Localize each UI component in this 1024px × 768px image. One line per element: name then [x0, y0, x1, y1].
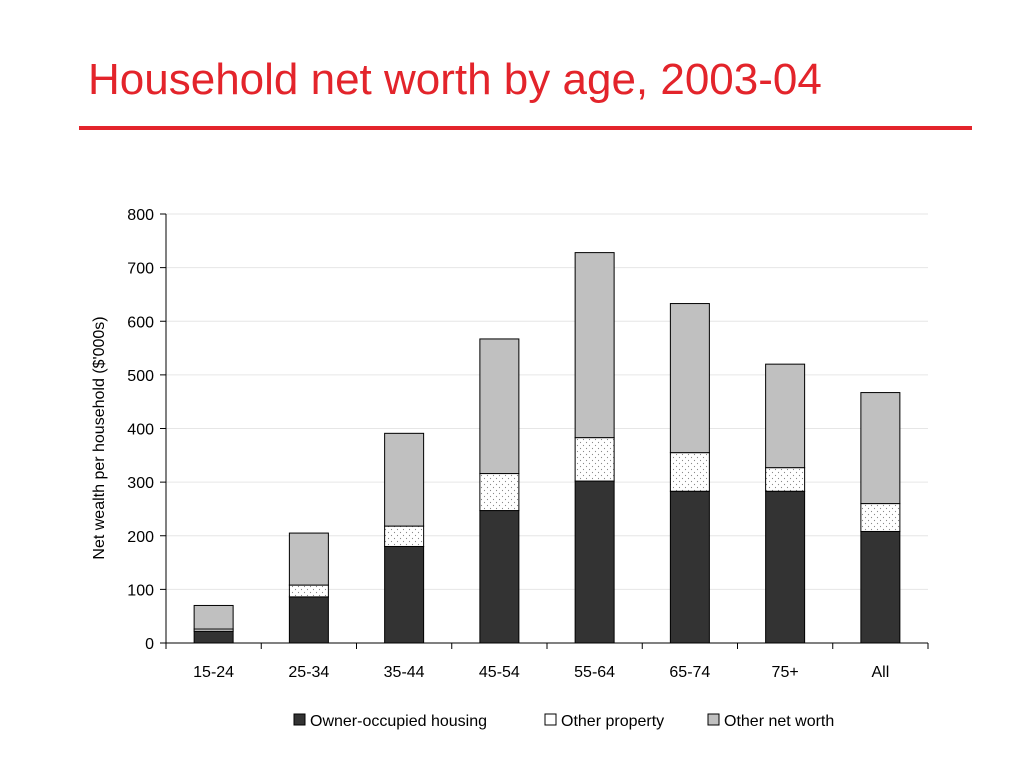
bar-segment-other-net-worth — [193, 604, 234, 630]
bar-segment-owner-occupied-housing — [288, 596, 329, 644]
legend: Owner-occupied housing Other property Othe… — [293, 713, 834, 730]
bar-segment-other-net-worth — [288, 532, 329, 586]
x-tick-label: 45-54 — [479, 664, 520, 681]
x-tick-label: All — [871, 664, 889, 681]
legend-swatch — [293, 713, 306, 726]
y-tick-label: 300 — [127, 475, 154, 492]
bar-segment-other-property — [574, 437, 615, 482]
bar-segment-owner-occupied-housing — [860, 530, 901, 644]
y-tick-label: 100 — [127, 582, 154, 599]
y-tick-label: 400 — [127, 422, 154, 439]
bar-segment-other-property — [288, 584, 329, 598]
y-tick-label: 700 — [127, 261, 154, 278]
y-axis-title: Net wealth per household ($'000s) — [91, 316, 108, 559]
x-tick-label: 25-34 — [288, 664, 329, 681]
title-divider — [79, 126, 972, 130]
bar-segment-other-net-worth — [574, 252, 615, 439]
bar-segment-owner-occupied-housing — [193, 630, 234, 644]
bar-segment-owner-occupied-housing — [384, 545, 425, 644]
bar-segment-other-net-worth — [669, 303, 710, 454]
legend-label: Other net worth — [724, 713, 834, 730]
y-tick-label: 200 — [127, 529, 154, 546]
bar-segment-owner-occupied-housing — [574, 480, 615, 644]
bar-segment-other-property — [384, 525, 425, 547]
x-tick-label: 55-64 — [574, 664, 615, 681]
bar-segment-owner-occupied-housing — [669, 490, 710, 644]
y-tick-label: 500 — [127, 368, 154, 385]
bars — [193, 252, 901, 644]
x-tick-label: 65-74 — [669, 664, 710, 681]
y-tick-label: 600 — [127, 314, 154, 331]
bar-segment-other-net-worth — [479, 338, 520, 475]
legend-label: Owner-occupied housing — [310, 713, 487, 730]
x-tick-label: 75+ — [772, 664, 799, 681]
bar-segment-other-property — [669, 452, 710, 492]
bar-segment-other-property — [479, 473, 520, 512]
page-title: Household net worth by age, 2003-04 — [88, 55, 822, 104]
bar-segment-other-property — [765, 467, 806, 492]
axes: 0 100 200 300 400 500 600 700 800 15-24 25-34 35-44… — [127, 207, 929, 681]
legend-swatch — [707, 713, 720, 726]
x-tick-label: 15-24 — [193, 664, 234, 681]
y-tick-label: 0 — [145, 636, 154, 653]
bar-segment-other-net-worth — [765, 363, 806, 469]
x-tick-label: 35-44 — [384, 664, 425, 681]
y-tick-label: 800 — [127, 207, 154, 224]
grid-lines — [166, 213, 928, 590]
bar-segment-owner-occupied-housing — [479, 510, 520, 644]
legend-label: Other property — [561, 713, 664, 730]
bar-segment-other-net-worth — [860, 392, 901, 505]
legend-swatch — [544, 713, 557, 726]
bar-segment-other-net-worth — [384, 432, 425, 527]
bar-segment-owner-occupied-housing — [765, 490, 806, 644]
bar-segment-other-property — [860, 503, 901, 532]
